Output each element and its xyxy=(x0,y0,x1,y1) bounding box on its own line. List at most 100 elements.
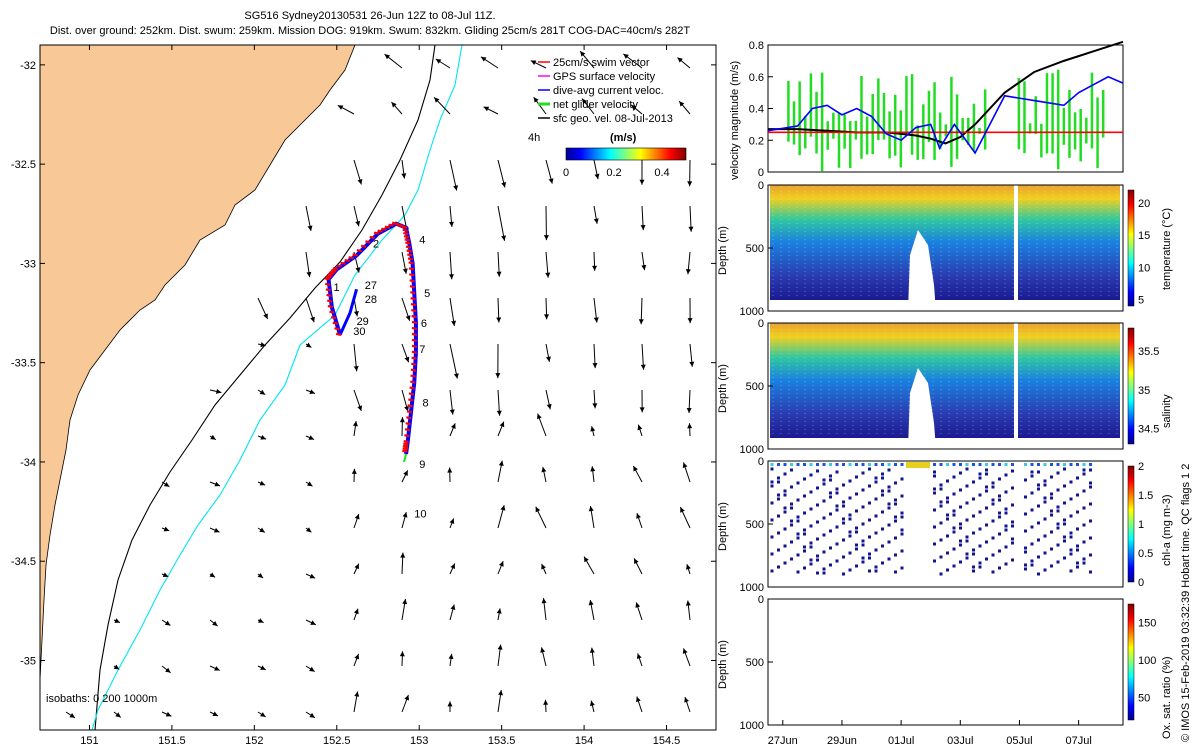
swim-vector xyxy=(334,327,340,331)
chla-sample xyxy=(816,554,819,558)
day-label: 8 xyxy=(423,397,429,409)
chla-sample xyxy=(1063,518,1066,522)
chla-sample xyxy=(965,518,969,522)
section-colorbar-label: temperature (°C) xyxy=(1161,208,1173,290)
geo-velocity-arrowhead xyxy=(677,57,683,63)
chla-sample xyxy=(1030,474,1034,478)
geo-velocity-arrowhead xyxy=(354,513,360,520)
chla-sample xyxy=(1050,513,1053,517)
chla-sample xyxy=(1004,507,1008,511)
chla-sample xyxy=(1011,503,1014,507)
geo-velocity-arrowhead xyxy=(590,466,596,472)
geo-velocity-arrowhead xyxy=(594,173,600,180)
section-xtick-label: 03Jul xyxy=(947,735,973,747)
chla-sample xyxy=(946,513,949,517)
chla-sample xyxy=(861,471,865,475)
chla-sample xyxy=(1089,536,1092,540)
geo-velocity-arrowhead xyxy=(305,342,312,348)
chla-surface-sample xyxy=(1011,463,1014,466)
geo-velocity-arrowhead xyxy=(682,648,688,654)
swim-vector xyxy=(410,297,416,301)
chla-sample xyxy=(822,550,826,554)
chla-sample xyxy=(1037,538,1040,542)
chla-sample xyxy=(985,489,988,493)
chla-sample xyxy=(1076,527,1079,531)
chla-sample xyxy=(796,532,800,536)
swim-vector xyxy=(411,356,417,360)
chla-sample xyxy=(965,484,969,488)
geo-velocity-arrowhead xyxy=(496,410,502,416)
geo-velocity-arrowhead xyxy=(633,465,638,472)
geo-velocity-arrowhead xyxy=(401,173,407,179)
chla-sample xyxy=(822,533,826,537)
chla-sample xyxy=(777,531,780,535)
chla-sample xyxy=(1089,485,1092,489)
chla-surface-sample xyxy=(855,463,858,466)
swim-vector xyxy=(411,338,418,342)
swim-vector xyxy=(329,310,335,314)
geostrophic-velocity-arrows xyxy=(65,50,695,719)
chla-sample xyxy=(803,549,806,553)
day-label: 4 xyxy=(419,235,425,247)
swim-vector xyxy=(411,326,418,331)
geo-velocity-arrowhead xyxy=(592,403,598,409)
chla-sample xyxy=(978,472,982,476)
chla-sample xyxy=(991,485,995,489)
geo-velocity-arrowhead xyxy=(639,179,645,185)
chla-sample xyxy=(1056,526,1060,530)
chla-sample xyxy=(1089,519,1092,523)
swim-vector xyxy=(356,249,363,253)
chla-sample xyxy=(1037,483,1040,487)
geo-velocity-arrowhead xyxy=(263,313,268,319)
swim-vector xyxy=(344,258,350,263)
chla-sample xyxy=(855,547,858,551)
swim-vector xyxy=(410,303,417,307)
chla-sample xyxy=(1037,487,1040,491)
geo-velocity-arrowhead xyxy=(114,618,120,623)
chla-sample xyxy=(861,522,865,526)
chla-sample xyxy=(985,506,988,510)
chla-sample xyxy=(1030,525,1034,529)
chla-sample xyxy=(770,480,774,484)
chla-sample xyxy=(1024,567,1027,571)
geo-velocity-arrowhead xyxy=(687,318,693,324)
chla-sample xyxy=(835,525,839,529)
chla-sample xyxy=(790,485,793,489)
swim-vector xyxy=(340,261,346,265)
swim-vector xyxy=(411,314,417,319)
chla-sample xyxy=(783,527,787,531)
chla-sample xyxy=(933,559,936,563)
geo-velocity-arrowhead xyxy=(258,618,264,623)
geo-velocity-arrowhead xyxy=(164,620,171,626)
map-xtick-label: 154.5 xyxy=(653,735,681,747)
swim-vector xyxy=(404,428,411,432)
chla-sample xyxy=(1056,560,1060,564)
section-salinity: 0 500 1000 Depth (m) 34.5 35 35.5 salinity xyxy=(717,318,1173,456)
day-label: 29 xyxy=(357,316,369,328)
chla-sample xyxy=(803,528,806,532)
chla-sample xyxy=(887,557,891,561)
chla-sample xyxy=(965,535,969,539)
chla-sample xyxy=(985,557,988,561)
chla-sample xyxy=(835,508,839,512)
chla-sample xyxy=(848,517,852,521)
swim-vector xyxy=(402,447,408,451)
chla-surface-sample xyxy=(822,463,826,466)
credit-text: © IMOS 15-Feb-2019 03:32:39 Hobart time.… xyxy=(1180,463,1192,742)
chla-sample xyxy=(978,493,982,497)
chla-sample xyxy=(939,521,943,525)
chla-sample xyxy=(874,565,878,569)
geo-velocity-arrowhead xyxy=(686,564,691,570)
geo-velocity-arrowhead xyxy=(588,506,594,512)
chla-sample xyxy=(1011,541,1014,545)
geo-velocity-arrowhead xyxy=(309,389,315,395)
chla-sample xyxy=(1043,483,1047,487)
chla-sample xyxy=(939,500,943,504)
chla-sample xyxy=(803,566,806,570)
chla-sample xyxy=(952,509,956,513)
geo-velocity-arrowhead xyxy=(404,356,410,363)
chla-sample xyxy=(1011,486,1014,490)
chla-sample xyxy=(796,536,800,540)
